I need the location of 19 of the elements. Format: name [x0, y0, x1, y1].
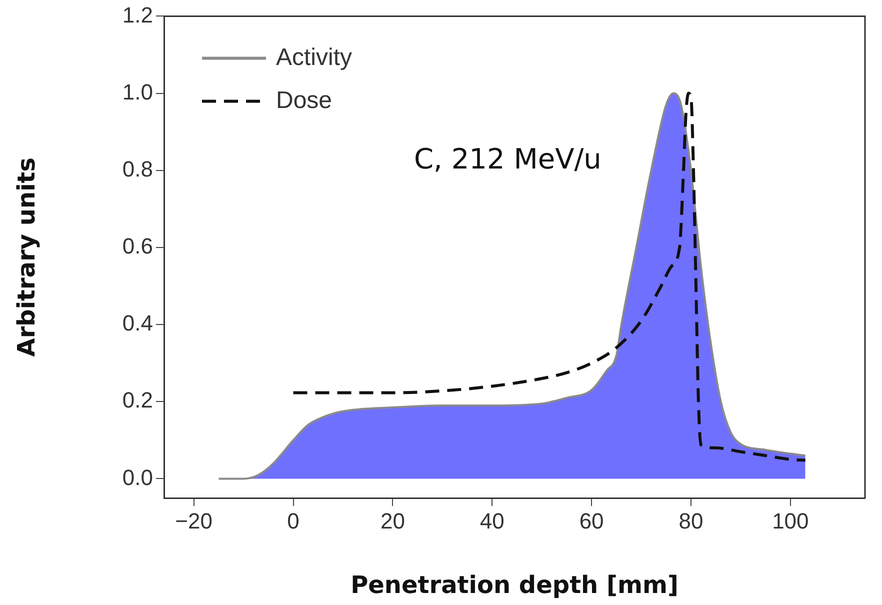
x-tick-label: −20: [175, 508, 212, 534]
y-tick-label: 1.2: [122, 2, 153, 28]
legend-label: Dose: [276, 86, 332, 114]
x-tick-label: 100: [772, 508, 809, 534]
y-tick-label: 0.8: [122, 156, 153, 182]
x-tick-label: 40: [480, 508, 504, 534]
y-tick-label: 0.6: [122, 234, 153, 259]
y-tick-label: 0.0: [122, 464, 153, 490]
x-tick-label: 0: [287, 508, 300, 534]
y-tick-label: 0.4: [122, 310, 153, 336]
y-axis-title: Arbitrary units: [12, 157, 41, 357]
x-tick-label: 20: [380, 508, 405, 534]
y-tick-label: 1.0: [122, 79, 153, 104]
legend-label: Activity: [276, 44, 352, 71]
x-tick-label: 60: [579, 508, 604, 534]
x-tick-label: 80: [678, 508, 704, 534]
y-tick-label: 0.2: [122, 388, 153, 413]
x-axis-title: Penetration depth [mm]: [350, 570, 678, 599]
annotation: C, 212 MeV/u: [414, 142, 602, 176]
